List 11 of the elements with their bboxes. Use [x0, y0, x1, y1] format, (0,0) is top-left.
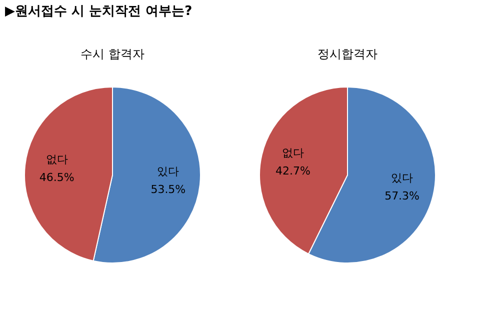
slice-label: 있다 [157, 165, 180, 178]
data-label: 57.3% [384, 190, 420, 203]
data-label: 53.5% [150, 183, 186, 196]
data-label: 46.5% [39, 170, 74, 184]
slice-label: 없다 [46, 152, 68, 166]
slice-label: 있다 [391, 172, 414, 185]
chart-title: 수시 합격자 [80, 47, 144, 61]
text: ▶원서접수 시 눈치작전 여부는? [5, 4, 192, 19]
slice-label: 없다 [282, 146, 304, 160]
data-label: 42.7% [275, 164, 310, 178]
chart-title: 정시합격자 [318, 47, 378, 61]
